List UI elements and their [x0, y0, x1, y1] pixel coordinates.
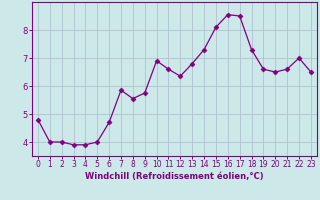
X-axis label: Windchill (Refroidissement éolien,°C): Windchill (Refroidissement éolien,°C) — [85, 172, 264, 181]
